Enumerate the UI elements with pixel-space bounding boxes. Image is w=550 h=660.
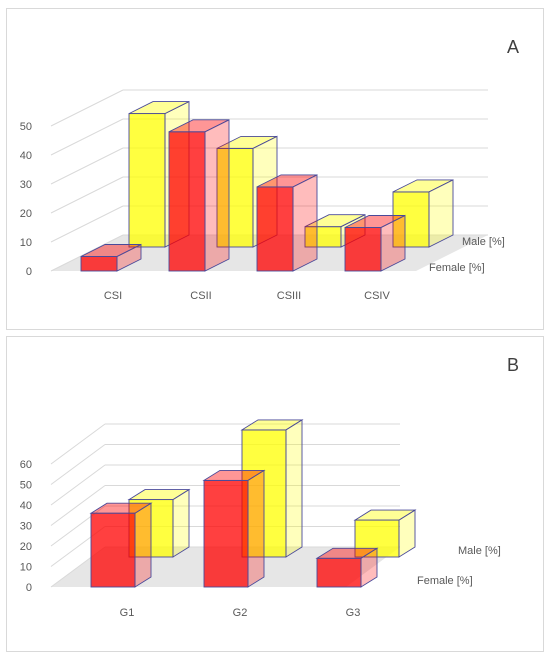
y-tick-label: 40 [20,150,32,162]
bar-front-female-csi [80,256,118,272]
category-label: G1 [120,607,135,619]
gridline-diagonal [50,205,124,243]
bar-side-female-g1 [134,502,152,588]
bar-side-female-csi [116,243,142,272]
series-label: Male [%] [462,236,505,248]
bar-side-male-csiv [428,179,454,248]
bar-female-csiv [344,214,406,272]
y-tick-label: 50 [20,121,32,133]
bar-female-csii [168,119,230,272]
bar-female-g3 [315,547,379,588]
bar-female-g2 [202,469,266,588]
category-label: CSI [104,290,122,302]
bar-side-female-csiv [380,214,406,272]
y-tick-label: 30 [20,179,32,191]
y-tick-label: 40 [20,500,32,512]
y-tick-label: 10 [20,237,32,249]
y-tick-label: 20 [20,208,32,220]
bar-front-male-csiv [392,191,430,248]
bar-side-female-g3 [360,547,378,588]
bar-female-csi [80,243,142,272]
bar-side-male-g2 [285,419,303,558]
y-tick-label: 30 [20,521,32,533]
y-tick-label: 20 [20,541,32,553]
y-tick-label: 60 [20,459,32,471]
bar-front-female-csii [168,131,206,272]
gridline-diagonal [50,485,106,526]
bar-side-female-csiii [292,174,318,272]
y-tick-label: 50 [20,480,32,492]
gridline-diagonal [50,444,106,485]
category-label: G2 [233,607,248,619]
bar-front-female-g1 [90,512,136,588]
gridline-diagonal [50,176,124,214]
category-label: CSIII [277,290,301,302]
chart-b-svg: B 0 10 20 30 40 50 60 G1 G2 G3 Female [%] Male [%] [20,355,519,619]
series-label: Male [%] [458,545,501,557]
series-label: Female [%] [429,262,485,274]
gridline-diagonal [50,147,124,185]
category-label: CSII [190,290,211,302]
bar-front-female-g3 [316,557,362,588]
chart-a-svg: A 0 10 20 30 40 50 CSI CSII CSIII CSIV Female [%] M… [20,37,519,302]
bar-female-g1 [89,502,153,588]
bar-side-female-g2 [247,469,265,588]
bar-front-female-g2 [203,479,249,588]
bar-male-csiv [392,179,454,248]
chart-panel-a: A 0 10 20 30 40 50 CSI CSII CSIII CSIV Female [%] M… [6,8,544,330]
gridline-diagonal [50,118,124,156]
y-tick-label: 0 [26,266,32,278]
y-tick-label: 0 [26,582,32,594]
gridline-diagonal [50,505,106,547]
bar-side-male-g3 [398,509,416,558]
panel-label-b: B [507,355,519,375]
gridline-diagonal [50,89,124,127]
bar-side-female-csii [204,119,230,272]
series-label: Female [%] [417,575,473,587]
category-label: CSIV [364,290,390,302]
bar-front-female-csiv [344,227,382,272]
bar-female-csiii [256,174,318,272]
gridline-diagonal [50,464,106,506]
chart-panel-b: B 0 10 20 30 40 50 60 G1 G2 G3 Female [%] Male [%] [6,336,544,652]
bar-front-female-csiii [256,186,294,272]
gridline-diagonal [50,423,106,465]
panel-label-a: A [507,37,519,57]
y-tick-label: 10 [20,562,32,574]
bar-front-male-csi [128,113,166,248]
category-label: G3 [346,607,361,619]
bar-side-male-g1 [172,488,190,558]
